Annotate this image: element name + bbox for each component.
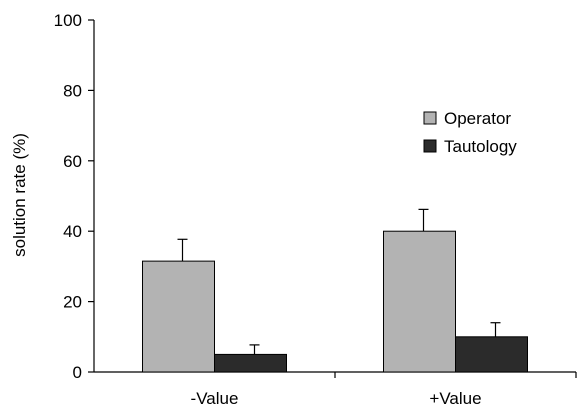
legend-label: Operator bbox=[444, 109, 511, 128]
legend: Operator Tautology bbox=[423, 109, 517, 156]
bar-tautology-1 bbox=[455, 336, 528, 373]
x-category-label: -Value bbox=[191, 389, 239, 408]
y-tick-label: 100 bbox=[54, 11, 82, 30]
bar-operator-1 bbox=[383, 230, 456, 373]
legend-label: Tautology bbox=[444, 137, 517, 156]
legend-swatch bbox=[423, 139, 437, 153]
bar-tautology-0 bbox=[214, 353, 287, 373]
y-tick-label: 0 bbox=[73, 363, 82, 382]
x-axis: -Value +Value bbox=[94, 371, 577, 408]
y-tick-label: 40 bbox=[63, 222, 82, 241]
x-category-label: +Value bbox=[429, 389, 481, 408]
y-axis: 0 20 40 60 80 100 bbox=[54, 11, 95, 382]
y-tick-label: 60 bbox=[63, 152, 82, 171]
bars bbox=[142, 208, 528, 373]
y-tick-label: 80 bbox=[63, 81, 82, 100]
legend-swatch bbox=[423, 111, 437, 125]
bar-operator-0 bbox=[142, 260, 215, 373]
y-axis-label: solution rate (%) bbox=[10, 133, 29, 257]
y-tick-label: 20 bbox=[63, 293, 82, 312]
